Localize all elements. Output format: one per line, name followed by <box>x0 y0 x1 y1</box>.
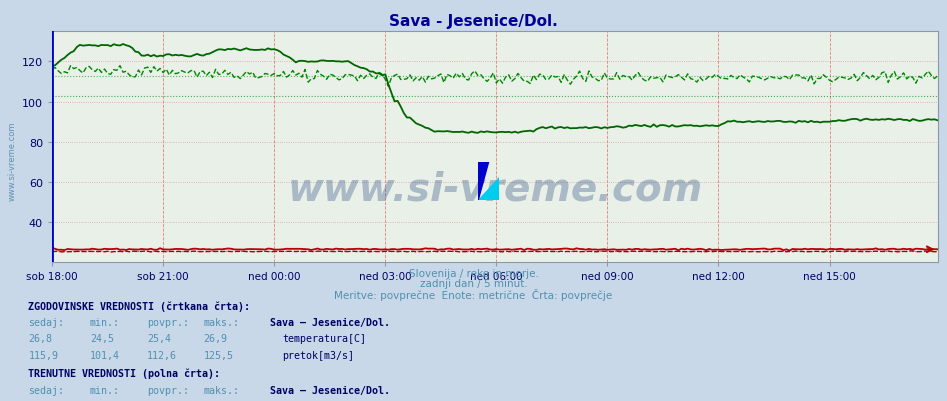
Text: povpr.:: povpr.: <box>147 318 188 328</box>
Text: Sava – Jesenice/Dol.: Sava – Jesenice/Dol. <box>270 318 390 328</box>
Text: zadnji dan / 5 minut.: zadnji dan / 5 minut. <box>420 279 527 289</box>
Text: ZGODOVINSKE VREDNOSTI (črtkana črta):: ZGODOVINSKE VREDNOSTI (črtkana črta): <box>28 301 250 311</box>
Text: maks.:: maks.: <box>204 385 240 395</box>
Polygon shape <box>478 162 489 200</box>
Text: Sava - Jesenice/Dol.: Sava - Jesenice/Dol. <box>389 14 558 29</box>
Text: TRENUTNE VREDNOSTI (polna črta):: TRENUTNE VREDNOSTI (polna črta): <box>28 368 221 378</box>
Polygon shape <box>478 178 499 200</box>
Text: pretok[m3/s]: pretok[m3/s] <box>282 350 354 360</box>
Text: 115,9: 115,9 <box>28 350 59 360</box>
Text: Meritve: povprečne  Enote: metrične  Črta: povprečje: Meritve: povprečne Enote: metrične Črta:… <box>334 289 613 301</box>
Text: min.:: min.: <box>90 385 120 395</box>
Text: 25,4: 25,4 <box>147 334 170 344</box>
Text: min.:: min.: <box>90 318 120 328</box>
Text: Sava – Jesenice/Dol.: Sava – Jesenice/Dol. <box>270 385 390 395</box>
Text: sedaj:: sedaj: <box>28 385 64 395</box>
Text: temperatura[C]: temperatura[C] <box>282 334 366 344</box>
Text: Slovenija / reke in morje.: Slovenija / reke in morje. <box>408 269 539 279</box>
Text: 24,5: 24,5 <box>90 334 114 344</box>
Text: 112,6: 112,6 <box>147 350 177 360</box>
Text: 125,5: 125,5 <box>204 350 234 360</box>
Text: maks.:: maks.: <box>204 318 240 328</box>
Text: 101,4: 101,4 <box>90 350 120 360</box>
Text: www.si-vreme.com: www.si-vreme.com <box>287 170 703 208</box>
Text: 26,8: 26,8 <box>28 334 52 344</box>
Text: sedaj:: sedaj: <box>28 318 64 328</box>
Text: 26,9: 26,9 <box>204 334 227 344</box>
Text: www.si-vreme.com: www.si-vreme.com <box>8 121 17 200</box>
Text: povpr.:: povpr.: <box>147 385 188 395</box>
